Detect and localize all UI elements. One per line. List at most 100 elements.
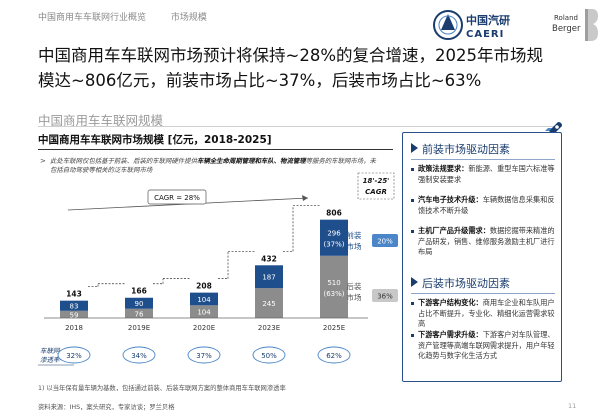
divider [38,126,560,127]
penetration-value: 62% [326,352,342,360]
drivers-panel: 前装市场驱动因素 政策法规要求：新能源、重型车国六标准等强制安装要求 汽车电子技… [402,132,562,382]
front-driver-3-bold: 主机厂产品升级需求： [418,226,490,235]
bar-front-share: (37%) [323,241,344,249]
back-driver-item: 下游客户需求升级：下游客户对车队管理、资产管理等高端车联网需求提升，用户年轻化趋… [411,330,557,362]
bar-front-value: 90 [135,300,144,308]
bar-front-market [255,265,283,289]
rb-line2: Berger [552,24,581,34]
front-driver-2-bold: 汽车电子技术升级： [418,195,483,204]
cagr-front-value: 20% [377,238,393,246]
penetration-value: 34% [131,352,147,360]
front-drivers-title-text: 前装市场驱动因素 [422,143,510,156]
bar-back-market [125,308,153,318]
penetration-value: 32% [66,352,82,360]
bar-back-share: (63%) [323,290,344,298]
cagr-back-pill [372,289,398,302]
caeri-cn-text: 中国汽研 [466,13,510,27]
breadcrumb-subsection: 市场规模 [170,13,207,23]
section-subhead: 中国商用车车联网规模 [38,113,164,128]
cagr-back-value: 36% [377,293,393,301]
bar-front-market [125,297,153,309]
bar-back-value: 104 [197,309,211,317]
front-driver-item: 汽车电子技术升级：车辆数据信息采集和反馈技术不断升级 [411,195,557,216]
x-tick-label: 2023E [258,324,280,332]
back-driver-2-bold: 下游客户需求升级： [418,330,483,339]
back-driver-2-text: 下游客户对车队管理、资产管理等高端车联网需求提升，用户年轻化趋势与数字化生活方式 [418,330,555,361]
rb-line1: Roland [554,14,578,22]
back-drivers-title: 后装市场驱动因素 [411,275,510,291]
back-drivers-title-text: 后装市场驱动因素 [422,277,510,290]
legend-front-line2: 市场 [347,241,362,251]
chart-note: 此处车联网仅包括基于前装、后装的车联网硬件提供车辆全生命周期管理和车队、物流管理… [50,157,380,175]
bar-front-value: 296 [327,230,341,238]
cagr-front-pill [372,234,398,247]
front-driver-3-text: 数据挖掘带来精准的产品研发，销售、维修服务激励主机厂进行布局 [418,226,555,257]
front-driver-item: 主机厂产品升级需求：数据挖掘带来精准的产品研发，销售、维修服务激励主机厂进行布局 [411,226,557,258]
source-note: 资料来源：IHS，案头研究，专家访谈；罗兰贝格 [38,404,175,411]
cagr-header-box [357,172,395,200]
front-driver-1-text: 新能源、重型车国六标准等强制安装要求 [418,164,555,184]
chart-title-underline [38,149,393,150]
note-pre: 此处车联网仅包括基于前装、后装的车联网硬件提供 [50,157,197,165]
cagr-label: CAGR = 28% [154,194,200,202]
front-driver-2-text: 车辆数据信息采集和反馈技术不断升级 [418,195,555,215]
bar-total-label: 806 [326,209,342,218]
cagr-label-box [147,189,207,205]
headline: 中国商用车车联网市场预计将保持~28%的复合增速，2025年市场规模达~806亿… [38,46,543,90]
legend-back-line1: 后装 [347,281,362,291]
note-bold: 车辆全生命周期管理和车队、物流管理 [196,157,306,165]
bar-back-value: 76 [135,310,144,318]
penetration-bubble [187,346,221,364]
roland-berger-logo: Roland Berger [552,9,598,41]
front-title-underline [411,159,555,160]
bar-total-label: 143 [66,290,82,299]
legend-front-line1: 前装 [347,230,362,240]
bar-total-label: 166 [131,287,147,296]
note-arrow: > [40,157,46,165]
caeri-en-text: CAERI [466,29,504,40]
caeri-logo: 中国汽研 CAERI [433,10,510,40]
back-driver-1-bold: 下游客户结构变化： [418,298,483,307]
bar-back-market [190,305,218,318]
x-tick-label: 2018 [65,324,83,332]
back-driver-1-text: 商用车企业和车队用户占比不断提升，专业化、精细化运营需求较高 [418,298,555,329]
note-post: 等服务的车联网市场，未包括自动驾驶等相关的泛车联网市场 [50,157,376,174]
penetration-bubble [252,346,286,364]
page-number: 11 [568,402,577,410]
bar-total-label: 432 [261,254,277,263]
bar-back-market [320,255,348,318]
penetration-bubble [317,346,351,364]
x-tick-label: 2020E [193,324,215,332]
bar-front-market [190,292,218,306]
bar-front-value: 104 [197,296,211,304]
front-driver-1-bold: 政策法规要求： [418,164,469,173]
cagr-arrow-head [302,195,308,201]
breadcrumb: 中国商用车车联网行业概览 市场规模 [38,10,229,23]
chart-title: 中国商用车车联网市场规模 [亿元，2018-2025] [38,134,272,146]
bar-back-market [60,310,88,318]
penetration-value: 50% [261,352,277,360]
bar-front-market [60,300,88,311]
bar-back-value: 510 [327,279,340,287]
front-driver-item: 政策法规要求：新能源、重型车国六标准等强制安装要求 [411,164,557,185]
breadcrumb-section: 中国商用车车联网行业概览 [38,13,147,23]
back-driver-item: 下游客户结构变化：商用车企业和车队用户占比不断提升，专业化、精细化运营需求较高 [411,298,557,330]
bar-front-market [320,219,348,256]
back-title-underline [411,293,555,294]
penetration-value: 37% [196,352,212,360]
bar-back-market [255,288,283,318]
penetration-bubble [122,346,156,364]
cagr-header-label: CAGR [365,188,387,196]
penetration-label-line2: 渗透率¹⁾ [40,356,64,364]
bar-back-value: 245 [262,300,275,308]
legend-back-line2: 市场 [347,292,362,302]
penetration-bubble [57,346,91,364]
x-tick-label: 2025E [323,324,345,332]
x-tick-label: 2019E [128,324,150,332]
front-drivers-title: 前装市场驱动因素 [411,141,510,157]
triangle-marker-icon [411,277,418,287]
footnote: 1) 以当年保有量车辆为基数，包括通过前装、后装车联网方案的整体商用车车联网渗透… [38,385,286,392]
bar-front-value: 187 [262,274,275,282]
bar-total-label: 208 [196,282,212,291]
